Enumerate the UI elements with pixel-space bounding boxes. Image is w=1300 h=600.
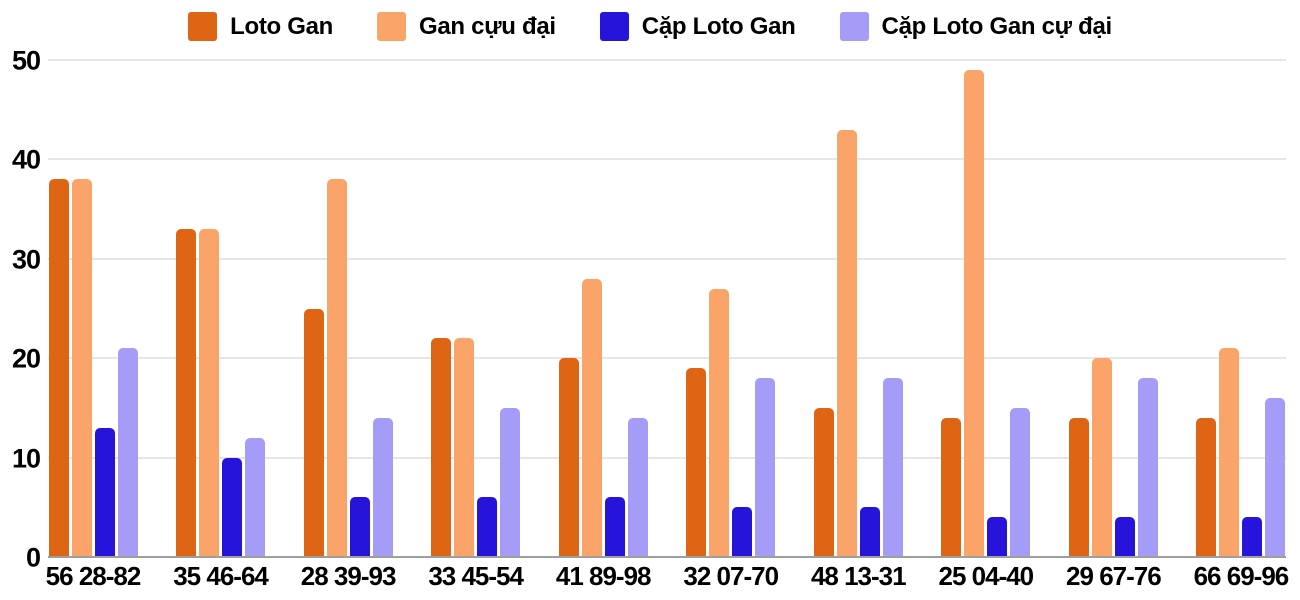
y-tick-label: 10 xyxy=(11,443,41,474)
legend-swatch-gan-cuu-dai xyxy=(377,12,407,41)
gridline-50 xyxy=(48,59,1286,61)
x-tick-label: 56 28-82 xyxy=(45,561,142,591)
x-tick-label: 29 67-76 xyxy=(1066,561,1162,591)
bar-cap-loto-gan-cu-dai[interactable] xyxy=(117,348,138,557)
bar-cap-loto-gan[interactable] xyxy=(477,497,498,557)
bar-cap-loto-gan-cu-dai[interactable] xyxy=(1010,407,1031,557)
bar-cap-loto-gan[interactable] xyxy=(1242,517,1263,557)
legend-label: Gan cựu đại xyxy=(419,12,556,40)
x-tick-label: 32 07-70 xyxy=(683,561,779,591)
bar-gan-cuu-dai[interactable] xyxy=(581,278,602,557)
bar-cap-loto-gan-cu-dai[interactable] xyxy=(882,378,903,557)
gridline-40 xyxy=(48,158,1286,161)
y-tick-label: 20 xyxy=(11,343,41,374)
bar-group-4: 41 89-98 xyxy=(556,60,652,589)
bar-gan-cuu-dai[interactable] xyxy=(326,179,347,557)
legend-label: Cặp Loto Gan cự đại xyxy=(881,12,1113,40)
gridline-10 xyxy=(48,456,1286,459)
bar-loto-gan[interactable] xyxy=(686,368,707,557)
bar-cap-loto-gan-cu-dai[interactable] xyxy=(1265,397,1286,557)
bar-group-2: 28 39-93 xyxy=(301,60,396,589)
y-tick-label: 40 xyxy=(11,144,41,175)
bar-cap-loto-gan[interactable] xyxy=(1114,517,1135,557)
bar-group-8: 29 67-76 xyxy=(1066,60,1162,589)
bar-cap-loto-gan-cu-dai[interactable] xyxy=(500,407,521,557)
bar-cap-loto-gan[interactable] xyxy=(987,517,1008,557)
bar-loto-gan[interactable] xyxy=(1068,417,1089,557)
bar-gan-cuu-dai[interactable] xyxy=(454,338,475,557)
gridline-30 xyxy=(48,257,1286,260)
bar-loto-gan[interactable] xyxy=(941,417,962,557)
y-tick-label: 30 xyxy=(11,244,41,275)
legend: Loto Gan Gan cựu đại Cặp Loto Gan Cặp Loto … xyxy=(0,12,1300,41)
bar-loto-gan[interactable] xyxy=(48,179,69,557)
legend-item-cap-loto-gan-cu-dai[interactable]: Cặp Loto Gan cự đại xyxy=(839,12,1113,41)
bar-loto-gan[interactable] xyxy=(176,228,197,557)
x-tick-label: 35 46-64 xyxy=(173,561,269,591)
bar-group-5: 32 07-70 xyxy=(683,60,779,589)
bar-gan-cuu-dai[interactable] xyxy=(709,288,730,557)
bar-group-1: 35 46-64 xyxy=(173,60,269,589)
bar-loto-gan[interactable] xyxy=(1196,417,1217,557)
bar-loto-gan[interactable] xyxy=(303,308,324,557)
legend-swatch-cap-loto-gan xyxy=(599,12,629,41)
y-tick-label: 0 xyxy=(25,542,41,573)
bar-cap-loto-gan[interactable] xyxy=(349,497,370,557)
bar-cap-loto-gan[interactable] xyxy=(732,507,753,557)
bar-cap-loto-gan-cu-dai[interactable] xyxy=(755,378,776,557)
legend-label: Loto Gan xyxy=(230,12,334,40)
bar-cap-loto-gan[interactable] xyxy=(859,507,880,557)
bar-cap-loto-gan[interactable] xyxy=(222,457,243,557)
bar-group-3: 33 45-54 xyxy=(428,60,524,589)
y-tick-label: 50 xyxy=(11,45,41,76)
bar-cap-loto-gan[interactable] xyxy=(604,497,625,557)
x-tick-label: 25 04-40 xyxy=(938,561,1035,591)
legend-swatch-loto-gan xyxy=(188,12,218,41)
bar-cap-loto-gan[interactable] xyxy=(94,427,115,557)
bar-cap-loto-gan-cu-dai[interactable] xyxy=(245,437,266,557)
bar-loto-gan[interactable] xyxy=(813,407,834,557)
gridline-20 xyxy=(48,357,1286,360)
bar-gan-cuu-dai[interactable] xyxy=(1091,358,1112,557)
bar-gan-cuu-dai[interactable] xyxy=(836,129,857,557)
bar-gan-cuu-dai[interactable] xyxy=(964,69,985,557)
bar-cap-loto-gan-cu-dai[interactable] xyxy=(627,417,648,557)
bar-gan-cuu-dai[interactable] xyxy=(71,179,92,557)
x-tick-label: 28 39-93 xyxy=(300,561,397,591)
bar-group-6: 48 13-31 xyxy=(811,60,907,589)
bar-loto-gan[interactable] xyxy=(558,358,579,557)
legend-item-cap-loto-gan[interactable]: Cặp Loto Gan xyxy=(599,12,796,41)
legend-item-loto-gan[interactable]: Loto Gan xyxy=(188,12,333,41)
bar-gan-cuu-dai[interactable] xyxy=(1219,348,1240,557)
legend-swatch-cap-loto-gan-cu-dai xyxy=(839,12,869,41)
x-tick-label: 41 89-98 xyxy=(555,561,652,591)
bar-cap-loto-gan-cu-dai[interactable] xyxy=(372,417,393,557)
bar-groups: 56 28-82 35 46-64 28 39-93 33 45-54 41 89-98… xyxy=(46,60,1289,589)
x-tick-label: 33 45-54 xyxy=(428,561,524,591)
bar-cap-loto-gan-cu-dai[interactable] xyxy=(1137,378,1158,557)
bar-group-9: 66 69-96 xyxy=(1194,60,1289,589)
bar-gan-cuu-dai[interactable] xyxy=(199,228,220,557)
x-axis-line xyxy=(48,556,1286,558)
bar-loto-gan[interactable] xyxy=(431,338,452,557)
bar-group-0: 56 28-82 xyxy=(46,60,141,589)
legend-item-gan-cuu-dai[interactable]: Gan cựu đại xyxy=(377,12,556,41)
x-tick-label: 66 69-96 xyxy=(1193,561,1290,591)
x-tick-label: 48 13-31 xyxy=(810,561,907,591)
bar-group-7: 25 04-40 xyxy=(939,60,1034,589)
legend-label: Cặp Loto Gan xyxy=(641,12,796,40)
plot-area: 0 10 20 30 40 50 56 28-82 35 46-64 28 39-93 33 4… xyxy=(12,47,1289,589)
